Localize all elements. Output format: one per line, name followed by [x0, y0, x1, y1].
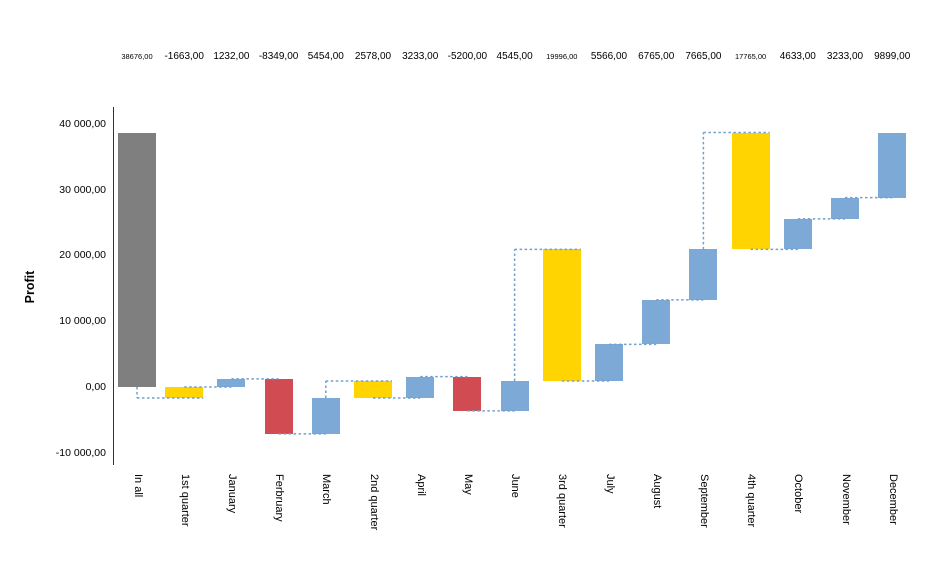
value-label-october: 4633,00 — [779, 51, 816, 62]
value-label-1st-quarter: -1663,00 — [164, 51, 204, 62]
x-label-july: July — [603, 474, 616, 494]
x-label-march: March — [320, 474, 333, 505]
value-label-august: 6765,00 — [638, 51, 675, 62]
value-label-in-all: 38676,00 — [121, 52, 153, 61]
bar-august[interactable] — [642, 299, 671, 345]
value-label-june: 4545,00 — [496, 51, 533, 62]
bar-june[interactable] — [500, 380, 529, 411]
value-label-ferbruary: -8349,00 — [258, 51, 299, 62]
bar-july[interactable] — [595, 344, 623, 381]
value-label-july: 5566,00 — [590, 51, 628, 62]
y-tick-label: 20 000,00 — [59, 249, 106, 262]
value-label-december: 9899,00 — [874, 51, 911, 62]
bar-january[interactable] — [217, 378, 246, 387]
x-label-1st-quarter: 1st quarter — [178, 474, 191, 527]
y-tick-label: 0,00 — [85, 381, 106, 393]
bar-march[interactable] — [311, 397, 340, 434]
x-label-august: August — [650, 474, 663, 509]
y-tick-label: 10 000,00 — [59, 315, 106, 328]
x-label-october: October — [792, 474, 805, 514]
x-label-may: May — [461, 474, 474, 495]
value-label-2nd-quarter: 2578,00 — [354, 51, 392, 62]
x-label-2nd-quarter: 2nd quarter — [367, 474, 380, 531]
bar-april[interactable] — [406, 376, 435, 398]
connector-path — [136, 131, 893, 435]
value-label-3rd-quarter: 19996,00 — [546, 52, 578, 61]
bar-1st-quarter[interactable] — [165, 387, 204, 398]
x-label-ferbruary: Ferbruary — [273, 474, 286, 522]
value-label-april: 3233,00 — [402, 51, 439, 62]
value-label-4th-quarter: 17765,00 — [734, 52, 767, 61]
x-label-april: April — [414, 474, 427, 497]
bar-in-all[interactable] — [118, 132, 156, 387]
value-label-may: -5200,00 — [447, 51, 488, 62]
bar-ferbruary[interactable] — [264, 378, 293, 434]
x-label-june: June — [509, 474, 522, 498]
bar-september[interactable] — [689, 249, 718, 300]
value-label-march: 5454,00 — [307, 51, 344, 62]
bar-november[interactable] — [831, 197, 859, 219]
bar-october[interactable] — [783, 218, 812, 250]
value-label-january: 1232,00 — [213, 51, 250, 62]
x-label-december: December — [886, 474, 899, 525]
y-tick-label: 30 000,00 — [59, 183, 106, 196]
x-label-november: November — [839, 474, 852, 525]
bar-may[interactable] — [453, 376, 482, 411]
y-tick-label: 40 000,00 — [59, 117, 106, 130]
x-label-september: September — [697, 474, 710, 528]
x-label-in-all: In all — [131, 474, 144, 498]
value-label-november: 3233,00 — [826, 51, 864, 62]
x-label-3rd-quarter: 3rd quarter — [556, 474, 569, 528]
x-label-4th-quarter: 4th quarter — [745, 474, 758, 528]
y-tick-label: -10 000,00 — [55, 446, 106, 459]
bar-2nd-quarter[interactable] — [354, 380, 392, 398]
x-label-january: January — [225, 474, 238, 514]
value-label-september: 7665,00 — [685, 51, 722, 62]
bar-december[interactable] — [878, 132, 907, 198]
bar-3rd-quarter[interactable] — [542, 249, 581, 381]
bar-4th-quarter[interactable] — [731, 132, 770, 250]
y-axis-line — [113, 107, 114, 465]
